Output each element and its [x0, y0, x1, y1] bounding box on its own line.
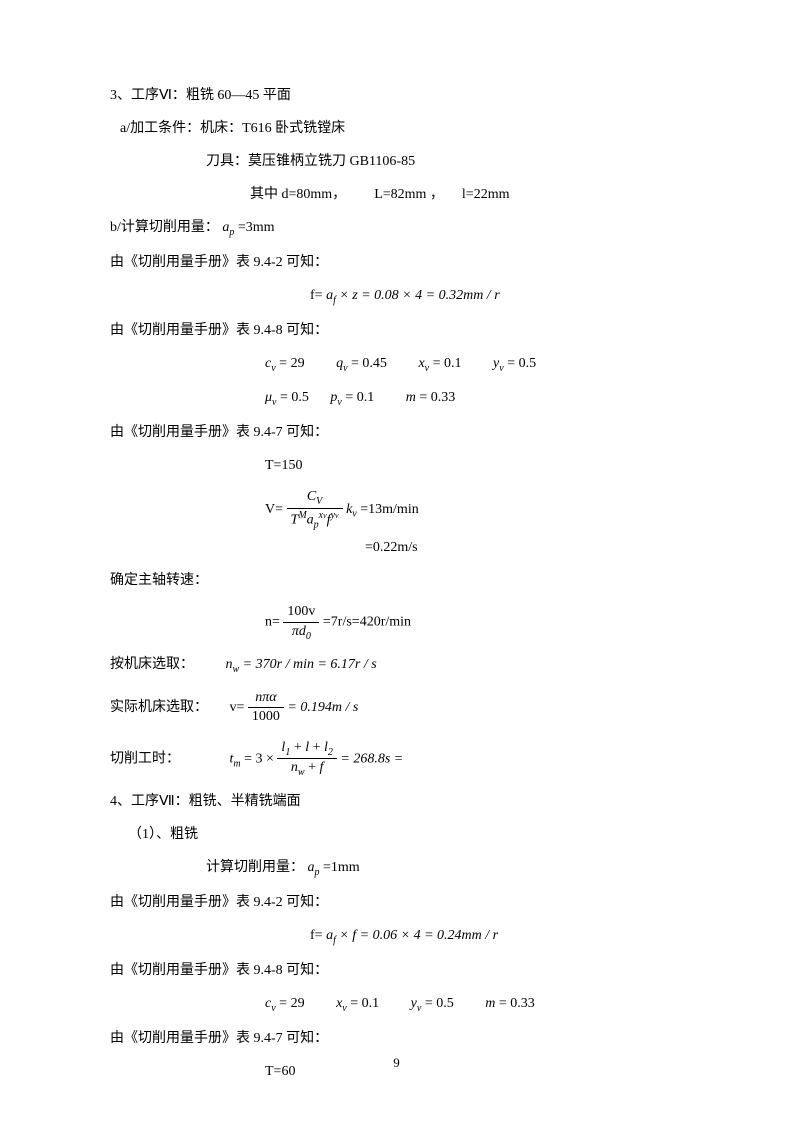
line-15: 计算切削用量： ap =1mm	[110, 857, 683, 880]
eq-1: f= af × z = 0.08 × 4 = 0.32mm / r	[110, 285, 683, 308]
page-number: 9	[0, 1053, 793, 1073]
params-row-1: cv = 29 qv = 0.45 xv = 0.1 yv = 0.5	[110, 353, 683, 376]
line-12: 切削工时： tm = 3 × l1 + l + l2 nw + f = 268.…	[110, 739, 683, 780]
t-150: T=150	[110, 455, 683, 476]
line-9: 确定主轴转速：	[110, 570, 683, 591]
line-4: 其中 d=80mm，L=82mm ，l=22mm	[110, 184, 683, 205]
line-6: 由《切削用量手册》表 9.4-2 可知：	[110, 252, 683, 273]
params-row-2: μv = 0.5 pv = 0.1 m = 0.33	[110, 387, 683, 410]
velocity-eq: V= CV TMapxvfyv kv =13m/min	[110, 488, 683, 531]
params-row-3: cv = 29 xv = 0.1 yv = 0.5 m = 0.33	[110, 993, 683, 1016]
line-8: 由《切削用量手册》表 9.4-7 可知：	[110, 422, 683, 443]
line-5: b/计算切削用量： ap =3mm	[110, 217, 683, 240]
line-1: 3、工序Ⅵ：粗铣 60—45 平面	[110, 85, 683, 106]
eq-2: f= af × f = 0.06 × 4 = 0.24mm / r	[110, 925, 683, 948]
line-16: 由《切削用量手册》表 9.4-2 可知：	[110, 892, 683, 913]
n-eq: n= 100v πd0 =7r/s=420r/min	[110, 603, 683, 642]
line-13: 4、工序Ⅶ：粗铣、半精铣端面	[110, 791, 683, 812]
line-2: a/加工条件：机床：T616 卧式铣镗床	[110, 118, 683, 139]
line-11: 实际机床选取： v= nπα 1000 = 0.194m / s	[110, 689, 683, 726]
line-17: 由《切削用量手册》表 9.4-8 可知：	[110, 960, 683, 981]
line-10: 按机床选取： nw = 370r / min = 6.17r / s	[110, 654, 683, 677]
line-7: 由《切削用量手册》表 9.4-8 可知：	[110, 320, 683, 341]
velocity-result: =0.22m/s	[110, 537, 683, 558]
line-14: （1）、粗铣	[110, 824, 683, 845]
line-18: 由《切削用量手册》表 9.4-7 可知：	[110, 1028, 683, 1049]
line-3: 刀具：莫压锥柄立铣刀 GB1106-85	[110, 151, 683, 172]
